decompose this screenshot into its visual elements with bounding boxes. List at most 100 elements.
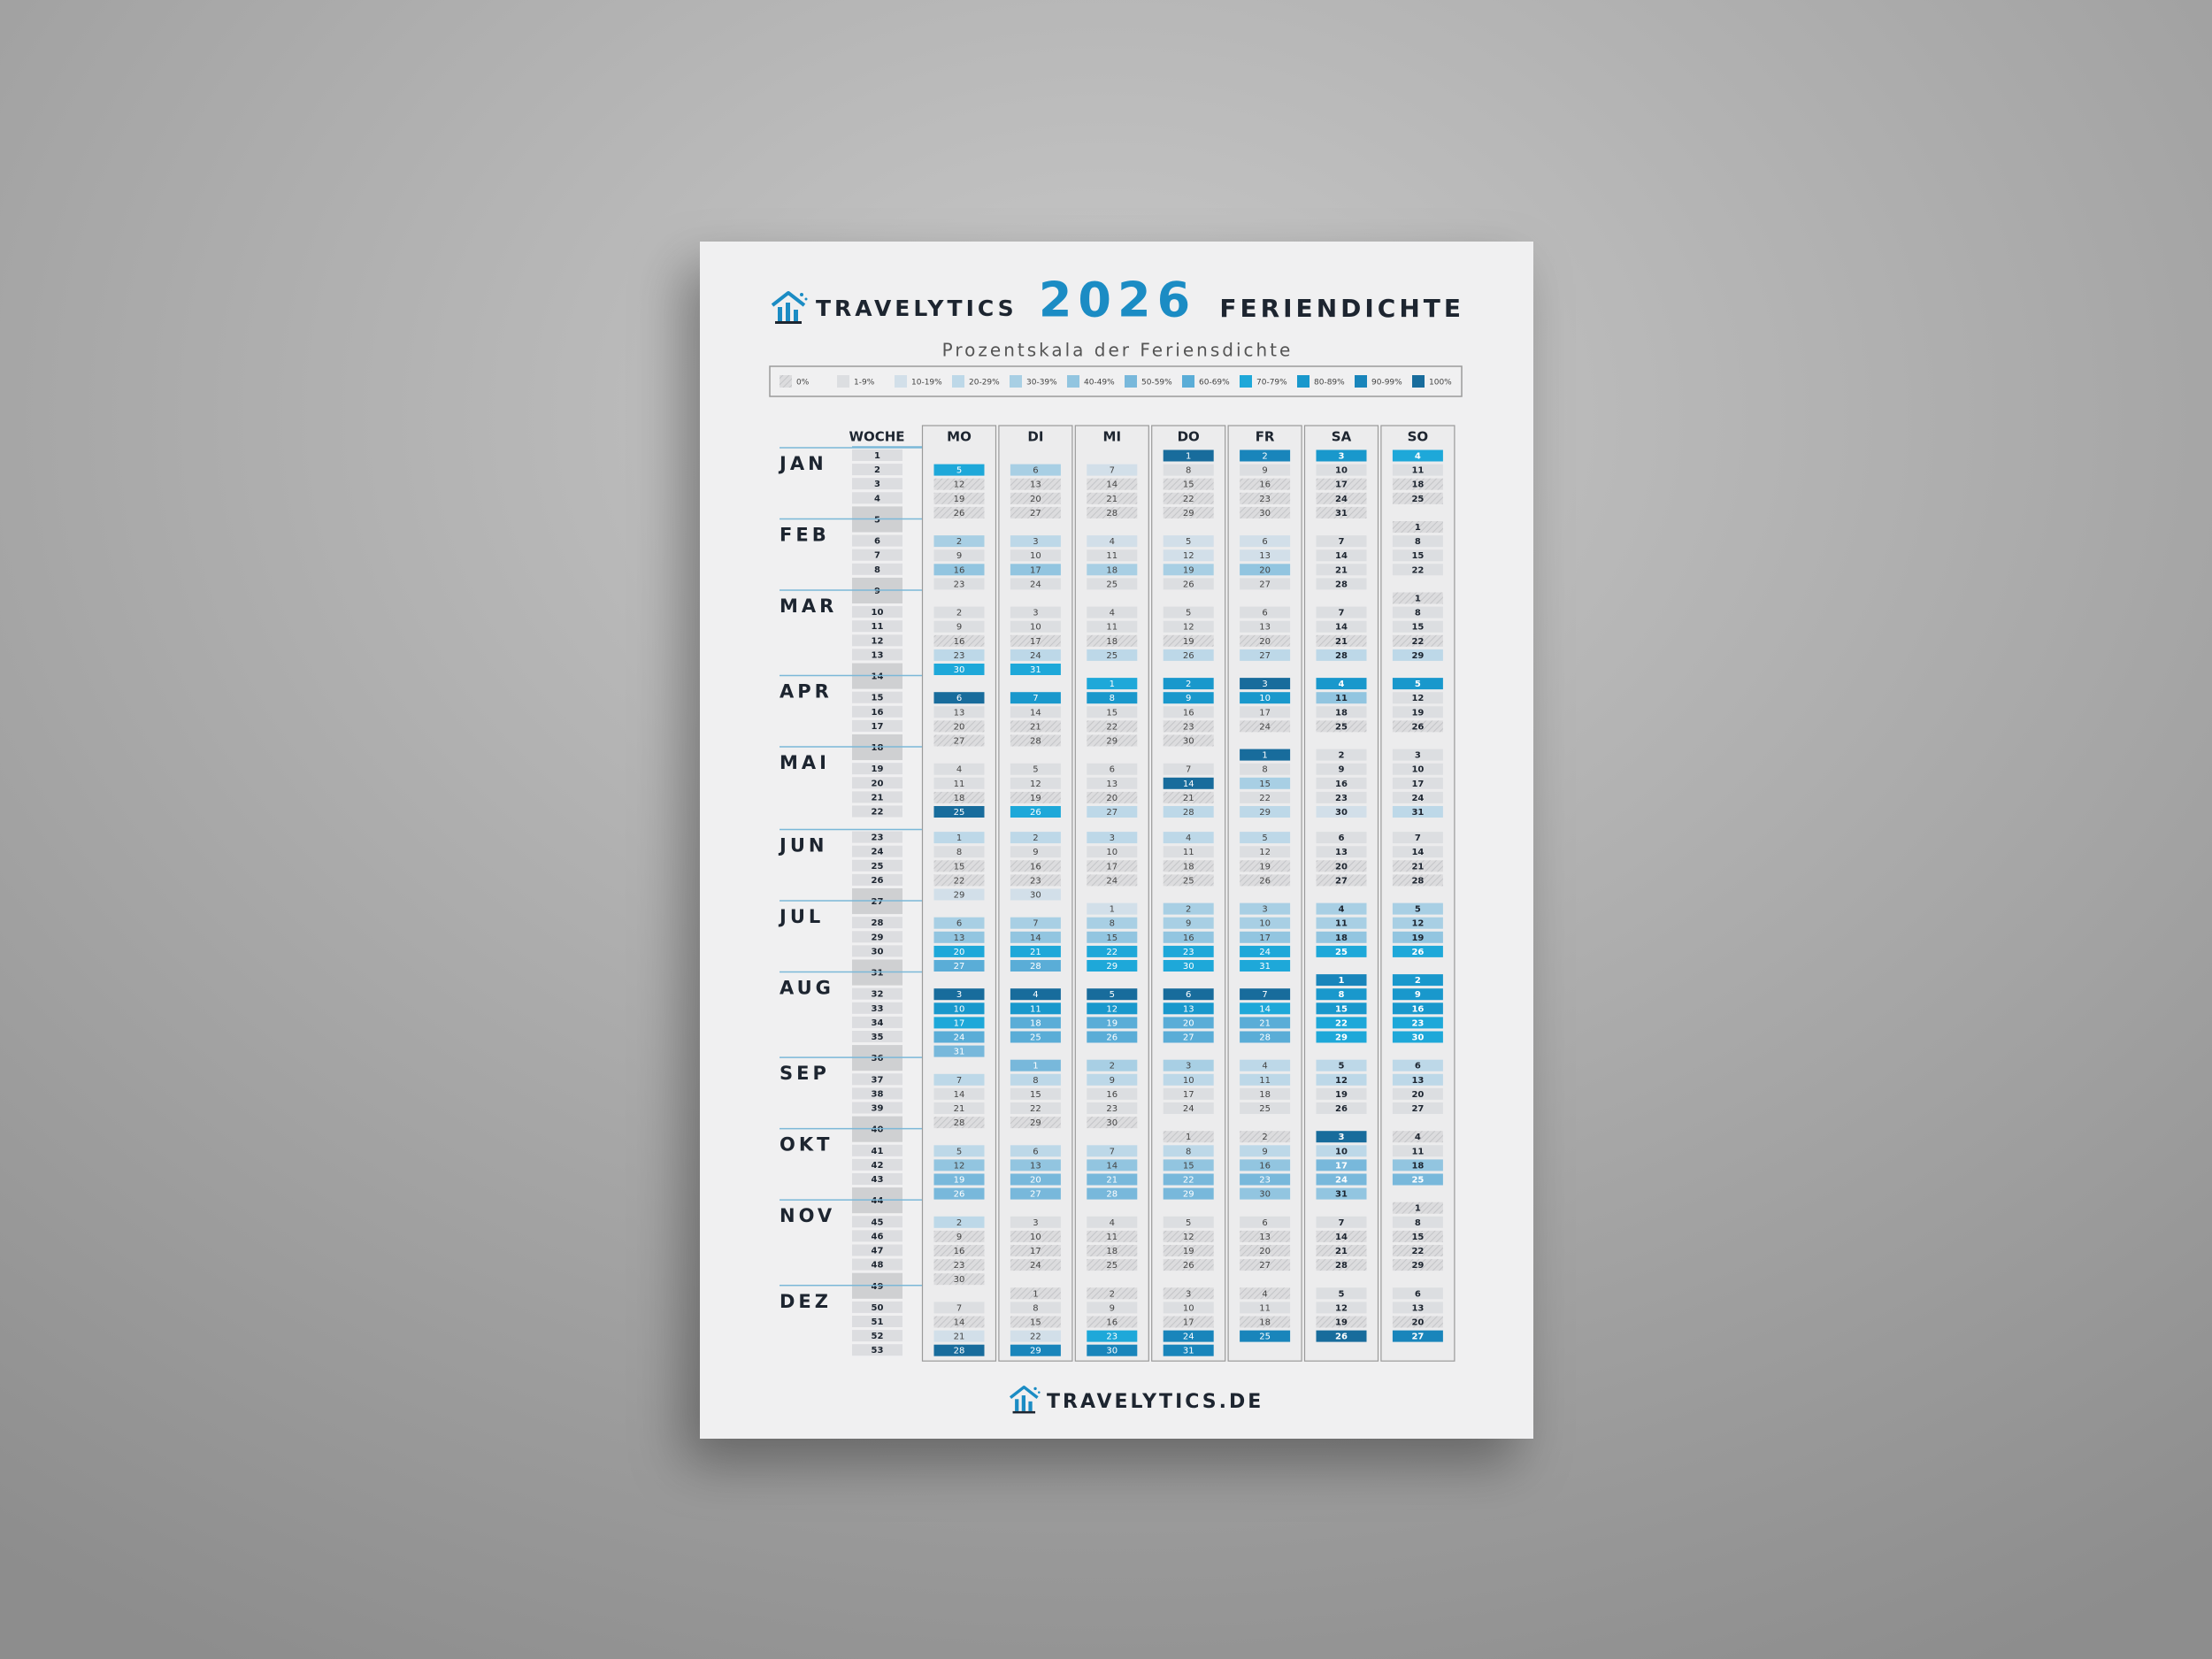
day-number: 13 — [1335, 848, 1348, 857]
day-cell — [933, 1316, 985, 1328]
day-cell — [1392, 1173, 1443, 1186]
day-cell — [1010, 945, 1061, 957]
legend-box — [769, 365, 1463, 397]
week-box — [852, 691, 902, 703]
day-number: 6 — [1339, 833, 1345, 843]
day-cell — [1240, 1330, 1291, 1342]
day-number: 16 — [1183, 933, 1194, 943]
week-box — [852, 464, 902, 476]
legend-swatch — [1297, 375, 1310, 388]
day-cell — [1392, 592, 1443, 604]
day-cell — [933, 1031, 985, 1043]
day-cell — [1392, 535, 1443, 548]
week-label: 29 — [872, 933, 884, 942]
day-number: 7 — [1339, 609, 1345, 618]
day-number: 10 — [954, 1004, 965, 1014]
week-box — [852, 1244, 902, 1256]
day-cell — [933, 492, 985, 504]
day-cell — [1392, 720, 1443, 733]
day-cell — [1087, 1302, 1138, 1314]
week-box — [852, 1330, 902, 1342]
day-cell — [1240, 1159, 1291, 1171]
day-number: 2 — [1110, 1062, 1115, 1071]
day-number: 18 — [1183, 862, 1194, 872]
day-number: 22 — [954, 876, 965, 886]
day-number: 10 — [1183, 1076, 1194, 1086]
day-number: 4 — [956, 765, 962, 775]
day-number: 26 — [1030, 808, 1041, 818]
day-cell — [1010, 777, 1061, 789]
day-number: 15 — [1030, 1318, 1041, 1328]
day-cell — [1392, 1059, 1443, 1071]
day-number: 22 — [1411, 565, 1424, 575]
day-cell — [1316, 549, 1367, 562]
day-number: 19 — [1335, 1090, 1348, 1100]
day-number: 15 — [1106, 708, 1118, 718]
week-label: 3 — [874, 480, 880, 489]
day-cell — [1316, 1245, 1367, 1256]
day-number: 6 — [956, 694, 962, 703]
day-cell — [1316, 578, 1367, 590]
day-cell — [933, 832, 985, 844]
month-label: MAR — [780, 595, 837, 617]
day-cell — [933, 1187, 985, 1200]
week-label: 46 — [872, 1232, 884, 1241]
legend-swatch — [1182, 375, 1194, 388]
day-number: 13 — [954, 708, 965, 718]
week-box — [852, 1102, 902, 1114]
day-cell — [1316, 606, 1367, 618]
day-number: 19 — [1183, 565, 1194, 575]
day-number: 8 — [1110, 694, 1115, 703]
day-cell — [1087, 1073, 1138, 1086]
day-number: 19 — [1106, 1018, 1118, 1028]
day-cell — [1087, 1259, 1138, 1271]
day-cell — [1316, 1073, 1367, 1086]
day-cell — [1392, 606, 1443, 618]
column-header: MO — [947, 429, 972, 445]
day-number: 25 — [1030, 1033, 1041, 1043]
day-number: 10 — [1259, 694, 1271, 703]
day-number: 16 — [1259, 480, 1271, 490]
day-number: 15 — [1183, 1161, 1194, 1171]
day-cell — [1240, 1187, 1291, 1200]
day-number: 7 — [1033, 919, 1038, 929]
week-label: 52 — [872, 1332, 884, 1341]
day-number: 29 — [1030, 1347, 1041, 1356]
day-number: 3 — [956, 990, 962, 1000]
day-number: 30 — [954, 665, 965, 675]
day-number: 5 — [956, 466, 962, 476]
day-number: 28 — [1030, 737, 1041, 747]
day-number: 29 — [1106, 737, 1118, 747]
day-number: 23 — [1183, 722, 1194, 732]
day-number: 8 — [1186, 1147, 1191, 1156]
day-number: 27 — [1183, 1033, 1194, 1043]
day-cell — [1240, 874, 1291, 887]
day-number: 29 — [1335, 1033, 1348, 1043]
day-cell — [1316, 1145, 1367, 1157]
day-cell — [1392, 860, 1443, 872]
day-number: 11 — [1335, 694, 1348, 703]
day-cell — [933, 888, 985, 901]
day-number: 23 — [1335, 794, 1348, 803]
week-box — [852, 1087, 902, 1100]
day-cell — [1316, 763, 1367, 775]
day-cell — [1010, 960, 1061, 972]
day-number: 4 — [1262, 1289, 1267, 1299]
day-cell — [1392, 1017, 1443, 1029]
week-box — [852, 1344, 902, 1356]
day-number: 2 — [956, 609, 962, 618]
week-label: 40 — [872, 1125, 884, 1135]
week-label: 42 — [872, 1161, 884, 1171]
day-number: 31 — [1411, 808, 1424, 818]
day-number: 3 — [1033, 1218, 1038, 1228]
day-number: 8 — [1033, 1303, 1038, 1313]
day-cell — [1163, 1187, 1214, 1200]
day-number: 24 — [1259, 948, 1271, 957]
column-header: SA — [1332, 429, 1352, 445]
day-number: 8 — [1415, 609, 1421, 618]
day-number: 11 — [1106, 1233, 1118, 1242]
day-cell — [1010, 464, 1061, 476]
day-number: 26 — [1411, 948, 1424, 957]
day-number: 20 — [954, 948, 965, 957]
day-number: 12 — [1335, 1076, 1348, 1086]
